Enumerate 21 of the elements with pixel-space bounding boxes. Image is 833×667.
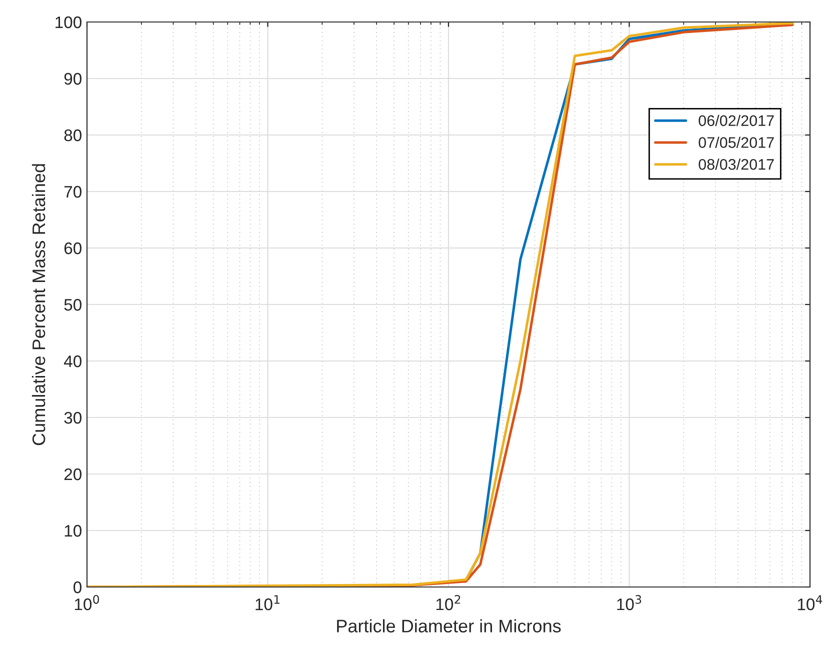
legend-label: 06/02/2017 (698, 114, 774, 126)
y-tick-label: 50 (64, 298, 82, 311)
x-tick-label: 10$^{4}$ (798, 595, 822, 610)
legend-label: 08/03/2017 (698, 158, 774, 170)
legend-label: 07/05/2017 (698, 136, 774, 148)
y-tick-label: 100 (56, 16, 82, 28)
x-tick-label: 10$^{1}$ (256, 595, 280, 610)
y-tick-label: 40 (64, 355, 82, 368)
y-tick-label: 60 (64, 242, 82, 254)
y-tick-label: 30 (64, 412, 82, 424)
y-tick-label: 10 (64, 524, 82, 537)
y-tick-label: 90 (64, 72, 82, 85)
x-axis-title: Particle Diameter in Microns (337, 619, 561, 632)
x-tick-label: 10$^{0}$ (74, 595, 100, 610)
x-tick-label: 10$^{3}$ (617, 595, 642, 610)
y-tick-label: 80 (64, 129, 82, 142)
y-tick-label: 70 (64, 186, 82, 198)
y-tick-label: 0 (74, 581, 82, 594)
y-tick-label: 20 (64, 468, 82, 480)
y-axis-title: Cumulative Percent Mass Retained (32, 164, 46, 446)
x-tick-label: 10$^{2}$ (436, 595, 460, 610)
